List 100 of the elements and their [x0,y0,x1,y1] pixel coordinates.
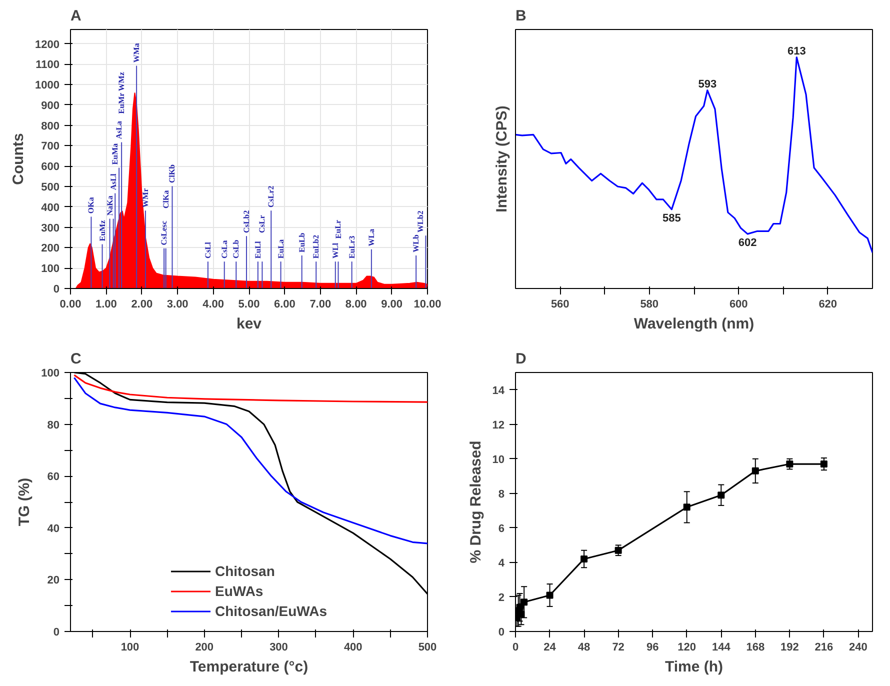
x-tick-label: 168 [746,642,765,654]
annotation: 593 [698,78,717,90]
legend-label: EuWAs [214,583,264,599]
ref-line-label: OKa [86,197,96,214]
x-tick-label: 9.00 [381,298,403,310]
y-tick-label: 600 [41,161,60,174]
ref-line-label: EuLa [276,239,286,258]
ref-line-label: EuMr WMz [117,72,126,114]
y-tick-label: 700 [41,140,60,153]
y-tick-label: 14 [492,384,506,397]
ref-line-label: WMa [132,43,142,63]
y-tick-label: 20 [47,574,60,587]
y-tick-label: 12 [492,419,505,432]
x-axis-title: Temperature (°c) [190,658,308,676]
x-tick-label: 8.00 [345,298,367,310]
y-tick-label: 6 [498,522,505,535]
y-axis-title: TG (%) [16,478,34,526]
x-tick-label: 48 [578,642,590,654]
ref-line-label: WLb2 [416,210,426,232]
y-tick-label: 10 [492,454,505,466]
ref-line-label: EuLb2 [312,234,321,258]
x-tick-label: 620 [818,298,838,310]
ref-line-label: CsLa [220,240,229,258]
x-tick-label: 240 [849,642,868,654]
y-tick-label: 100 [41,263,60,276]
ref-line-label: EuMa [110,143,120,165]
y-tick-label: 4 [498,557,506,570]
ref-line-label: CsLb2 [242,210,251,233]
x-tick-label: 600 [729,298,748,310]
y-tick-label: 0 [53,626,60,638]
x-tick-label: 400 [344,642,362,654]
ref-line-label: CsLl [203,241,212,258]
chart-title: B [516,8,526,24]
x-tick-label: 4.00 [202,298,224,310]
y-tick-label: 500 [41,182,60,194]
chart-title: C [70,350,82,368]
y-axis-title: Counts [10,133,28,185]
y-tick-label: 1100 [36,59,60,72]
x-tick-label: 2.00 [131,298,153,310]
ref-line-label: CsLr [258,214,267,233]
x-axis-title: Wavelength (nm) [634,316,754,332]
ref-line-label: EuLr [334,219,343,239]
annotation: 613 [787,45,806,58]
chart-title: D [516,350,526,368]
y-tick-label: 800 [41,120,60,132]
y-tick-label: 2 [498,592,505,604]
ref-line-label: EuLl [253,240,262,258]
x-axis-title: kev [236,316,262,332]
x-tick-label: 0 [512,642,519,654]
x-tick-label: 0.00 [60,298,82,310]
x-tick-label: 5.00 [238,298,260,310]
x-tick-label: 120 [678,642,696,654]
y-tick-label: 300 [41,222,60,234]
x-tick-label: 144 [712,642,732,654]
x-tick-label: 300 [270,642,288,654]
annotation: 585 [662,212,681,224]
ref-line-label: CsLesc [160,220,169,246]
y-tick-label: 100 [41,368,60,380]
ref-line-label: CsLr2 [266,186,276,208]
x-tick-label: 200 [195,642,214,654]
x-tick-label: 72 [612,642,624,654]
y-tick-label: 8 [498,488,505,500]
y-axis-title: % Drug Released [467,440,484,564]
legend-label: Chitosan [214,563,275,579]
y-tick-label: 1000 [35,80,60,92]
y-tick-label: 0 [498,626,505,638]
y-tick-label: 1200 [35,38,60,51]
x-tick-label: 96 [646,642,659,654]
x-tick-label: 1.00 [95,298,117,310]
y-tick-label: 900 [41,100,60,112]
ref-line-label: WMr [140,188,150,208]
ref-line-label: WLa [366,228,376,246]
x-tick-label: 560 [550,298,570,310]
ref-line-label: NaKa [105,196,114,216]
x-tick-label: 24 [544,642,557,654]
ref-line-label: AsLa [114,120,124,140]
x-tick-label: 580 [640,298,659,310]
x-tick-label: 500 [418,642,437,654]
ref-line-label: ClKb [168,164,177,184]
legend-label: Chitosan/EuWAs [214,603,328,619]
ref-line-label: EuLr3 [347,236,356,258]
x-tick-label: 100 [120,642,140,654]
chart-title: A [70,8,82,24]
annotation: 602 [738,236,757,249]
ref-line-label: AsLl [108,172,118,190]
ref-line-label: CsLb [232,239,241,258]
y-tick-label: 80 [47,419,60,432]
y-tick-label: 200 [41,242,60,255]
ref-line-label: ClKa [161,190,170,209]
x-tick-label: 216 [814,642,834,654]
x-tick-label: 7.00 [310,298,332,310]
ref-line-label: EuLb [297,232,306,252]
x-tick-label: 192 [780,642,799,654]
ref-line-label: EuMz [98,220,107,242]
x-tick-label: 3.00 [166,298,188,310]
y-tick-label: 0 [53,284,60,296]
y-tick-label: 400 [41,202,60,214]
ref-line-label: WLb [412,234,421,252]
ref-line-label: WLl [330,242,340,258]
x-axis-title: Time (h) [664,658,724,676]
